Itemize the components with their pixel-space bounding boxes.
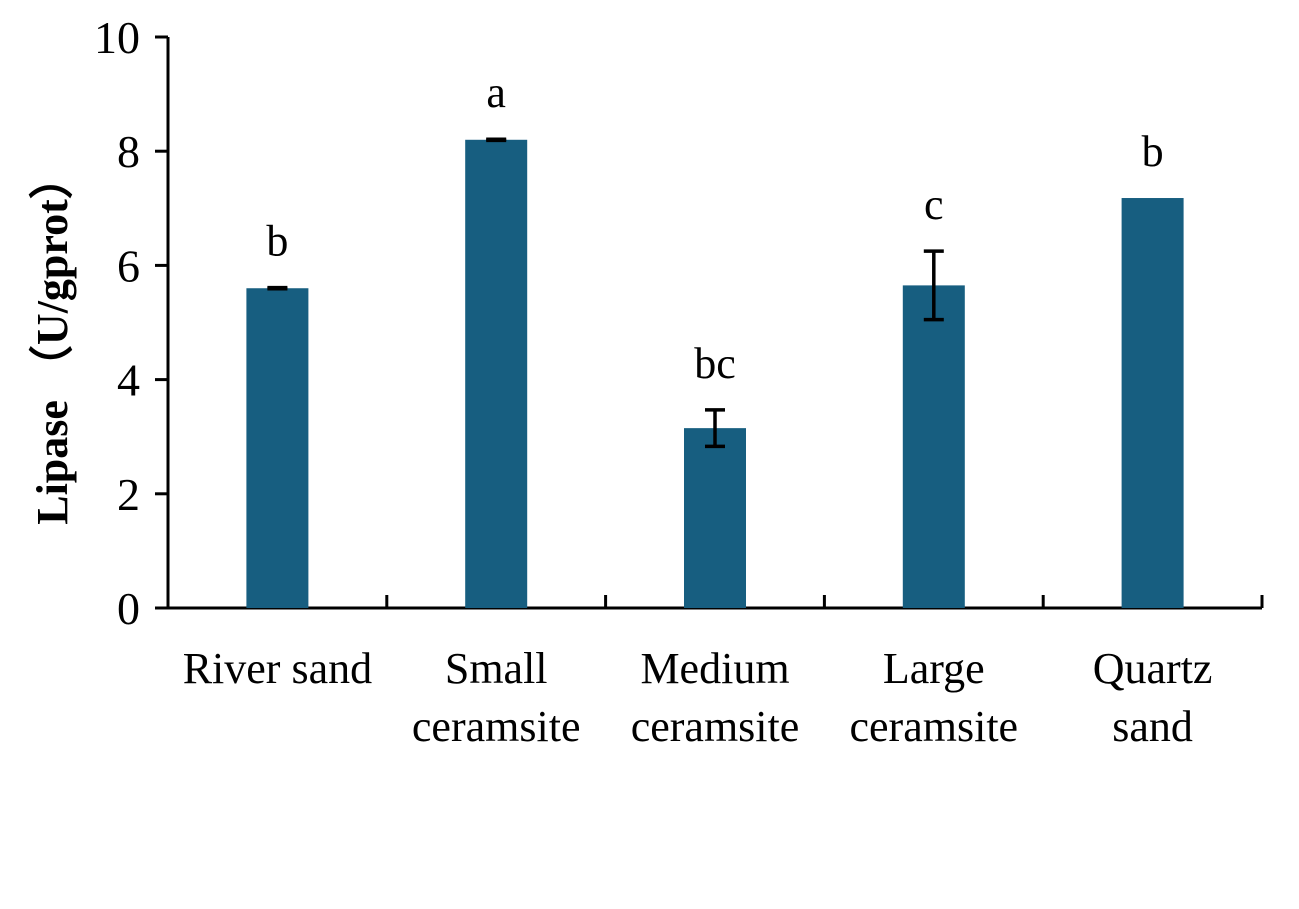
y-tick-label: 8 [117, 126, 140, 177]
x-category-label: sand [1112, 702, 1193, 751]
y-tick-label: 10 [94, 12, 140, 63]
y-tick-label: 0 [117, 583, 140, 634]
significance-label: bc [694, 339, 736, 388]
x-category-label: Medium [640, 644, 789, 693]
significance-label: a [486, 68, 506, 117]
y-axis-title: Lipase （U/gprot） [28, 155, 77, 525]
x-category-label: River sand [183, 644, 372, 693]
bar [684, 428, 746, 608]
x-category-label: ceramsite [631, 702, 800, 751]
x-category-label: Small [445, 644, 548, 693]
y-tick-label: 6 [117, 240, 140, 291]
significance-label: b [266, 217, 288, 266]
significance-label: b [1142, 127, 1164, 176]
significance-label: c [924, 180, 944, 229]
bar [465, 139, 528, 608]
x-category-label: ceramsite [850, 702, 1019, 751]
x-category-label: Quartz [1093, 644, 1213, 693]
bar [246, 288, 309, 608]
bar [902, 285, 965, 608]
x-category-label: ceramsite [412, 702, 581, 751]
bar [1121, 198, 1184, 608]
y-tick-label: 4 [117, 355, 140, 406]
y-tick-label: 2 [117, 469, 140, 520]
x-category-label: Large [883, 644, 985, 693]
